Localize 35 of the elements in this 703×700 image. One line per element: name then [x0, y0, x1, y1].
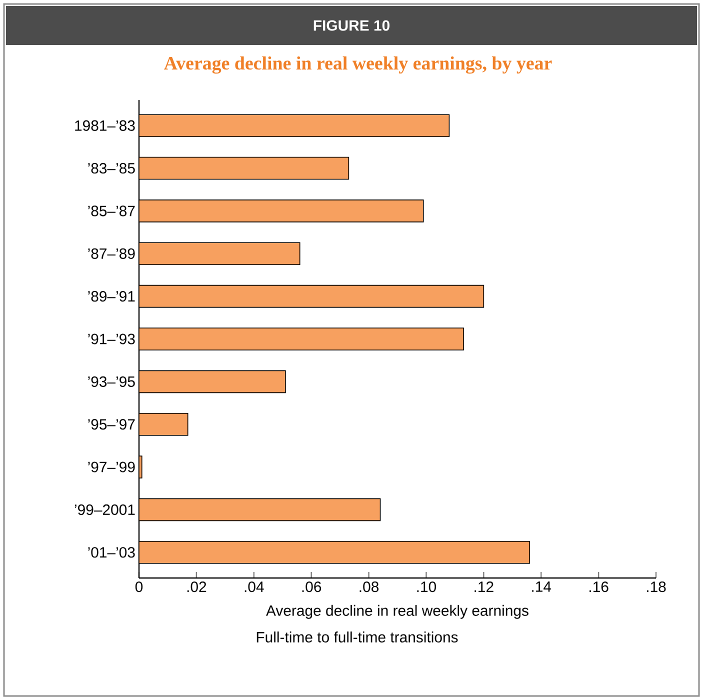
x-tick-label: .10 — [417, 582, 436, 592]
y-tick-label: ’97–’99 — [88, 462, 135, 472]
y-tick-label: ’95–’97 — [88, 419, 135, 430]
bar — [139, 328, 464, 350]
x-tick-label: .08 — [360, 582, 379, 592]
bar — [139, 156, 350, 180]
bar — [139, 284, 484, 308]
bar — [139, 200, 424, 222]
y-tick-label: ’85–’87 — [88, 206, 135, 216]
x-tick-label: .02 — [187, 582, 206, 592]
bar — [139, 412, 188, 436]
x-tick-label: .06 — [302, 582, 322, 592]
x-axis-title: Average decline in real weekly earnings — [266, 604, 528, 619]
bar — [139, 242, 300, 266]
y-tick-label: ’91–’93 — [88, 334, 135, 344]
y-tick-label: ’93–’95 — [88, 376, 135, 387]
bar — [139, 370, 286, 394]
text: Full-time to full-time transitions — [256, 632, 458, 642]
x-tick-label: .18 — [646, 582, 666, 592]
y-tick-label: ’87–’89 — [88, 248, 135, 259]
bar — [139, 498, 381, 522]
y-tick-label: ’01–’03 — [88, 547, 135, 558]
y-tick-label: ’83–’85 — [88, 162, 135, 174]
bar — [139, 114, 450, 137]
bar — [139, 540, 530, 564]
chart-title: FIGURE 10 — [314, 20, 390, 31]
y-tick-label: ’89–’91 — [88, 291, 135, 302]
x-tick-label: .14 — [532, 582, 552, 592]
y-tick-label: ’99–2001 — [74, 504, 135, 515]
y-tick-label: 1981–’83 — [75, 120, 135, 131]
chart-subtitle: Average decline in real weekly earnings, by year — [164, 56, 552, 74]
x-tick-label: .12 — [474, 582, 494, 592]
x-tick-label: .04 — [244, 582, 264, 592]
x-tick-label: .16 — [590, 582, 608, 592]
x-tick-label: 0 — [135, 582, 143, 592]
